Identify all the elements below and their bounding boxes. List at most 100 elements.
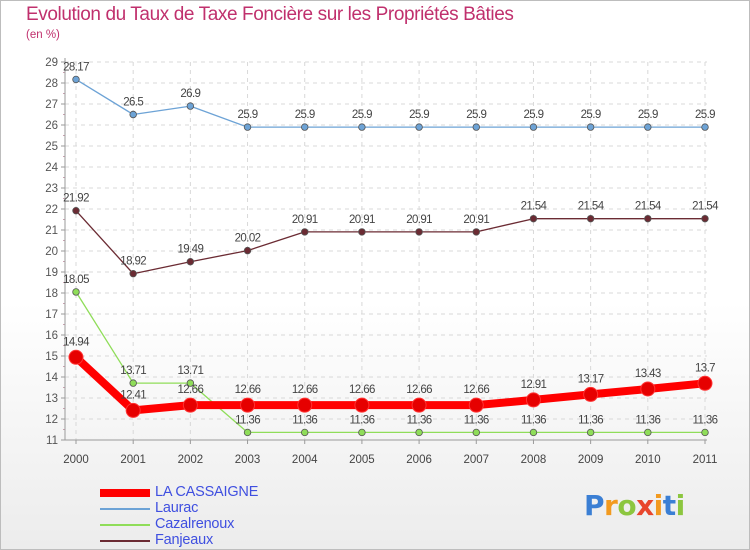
series-line-la-cassaigne <box>72 353 709 415</box>
data-point-la-cassaigne <box>297 397 313 413</box>
data-label-cazalrenoux: 11.36 <box>635 414 660 426</box>
y-tick-label: 22 <box>45 204 58 216</box>
data-point-laurac <box>644 123 652 131</box>
data-label-laurac: 25.9 <box>466 109 486 121</box>
legend-swatch-fanjeaux <box>100 540 150 542</box>
data-point-fanjeaux <box>644 214 652 223</box>
data-point-fanjeaux <box>358 228 366 236</box>
data-point-cazalrenoux <box>129 379 137 387</box>
legend-label-la-cassaigne: LA CASSAIGNE <box>155 484 259 500</box>
legend-label-laurac: Laurac <box>155 500 199 516</box>
data-point-laurac <box>243 123 252 131</box>
data-label-fanjeaux: 21.54 <box>521 201 548 213</box>
data-point-laurac <box>472 123 480 131</box>
data-label-la-cassaigne: 12.91 <box>521 379 547 391</box>
x-tick-label: 2006 <box>406 454 432 466</box>
data-label-cazalrenoux: 11.36 <box>693 414 718 426</box>
x-tick-label: 2000 <box>63 454 89 466</box>
y-tick-label: 18 <box>45 288 58 300</box>
y-tick-label: 24 <box>45 162 58 174</box>
data-point-laurac <box>701 123 709 131</box>
data-point-la-cassaigne <box>697 375 713 391</box>
data-point-la-cassaigne <box>240 397 256 413</box>
data-label-cazalrenoux: 11.36 <box>407 414 432 426</box>
data-label-fanjeaux: 21.54 <box>635 201 662 213</box>
data-label-laurac: 26.5 <box>123 97 143 109</box>
data-point-fanjeaux <box>301 228 309 236</box>
data-label-la-cassaigne: 12.66 <box>177 384 203 396</box>
data-label-cazalrenoux: 18.05 <box>63 274 89 286</box>
legend-label-cazalrenoux: Cazalrenoux <box>155 516 235 532</box>
series-line-laurac <box>75 78 706 128</box>
data-point-cazalrenoux <box>529 428 538 437</box>
data-point-fanjeaux <box>529 214 538 223</box>
logo-letter: x <box>636 489 654 522</box>
data-point-cazalrenoux <box>472 428 480 437</box>
y-tick-label: 29 <box>45 57 58 69</box>
x-tick-label: 2009 <box>578 454 604 466</box>
legend-swatch-cazalrenoux <box>100 524 150 526</box>
data-label-fanjeaux: 21.92 <box>63 193 89 205</box>
legend-label-fanjeaux: Fanjeaux <box>155 532 214 548</box>
data-point-cazalrenoux <box>701 428 709 437</box>
y-tick-label: 28 <box>45 78 58 90</box>
x-tick-label: 2002 <box>178 454 204 466</box>
data-point-la-cassaigne <box>68 349 84 365</box>
chart-subtitle: (en %) <box>26 29 60 41</box>
data-point-fanjeaux <box>415 228 423 236</box>
data-label-fanjeaux: 18.92 <box>120 256 146 268</box>
data-label-laurac: 25.9 <box>295 109 315 121</box>
logo-letter: i <box>675 489 686 522</box>
logo-letter: o <box>617 489 637 522</box>
data-point-fanjeaux <box>72 206 80 215</box>
x-tick-label: 2011 <box>693 454 718 466</box>
data-label-la-cassaigne: 14.94 <box>63 336 90 348</box>
data-point-laurac <box>586 123 595 131</box>
x-tick-label: 2007 <box>463 454 489 466</box>
series-points <box>68 75 713 437</box>
data-point-fanjeaux <box>243 246 252 255</box>
data-label-laurac: 28.17 <box>63 61 89 73</box>
logo-letter: t <box>662 489 676 522</box>
data-label-laurac: 25.9 <box>695 109 715 121</box>
data-point-laurac <box>529 123 538 131</box>
data-point-la-cassaigne <box>525 392 541 408</box>
x-tick-label: 2005 <box>349 454 375 466</box>
data-label-la-cassaigne: 13.17 <box>578 373 604 385</box>
data-point-cazalrenoux <box>358 428 366 437</box>
data-label-fanjeaux: 20.91 <box>406 214 432 226</box>
data-label-la-cassaigne: 12.66 <box>349 384 375 396</box>
data-label-cazalrenoux: 13.71 <box>120 365 146 377</box>
series-labels: 28.17 26.5 26.9 25.9 25.9 25.9 25.9 25.9 25.9 25.… <box>63 61 720 426</box>
data-label-la-cassaigne: 12.66 <box>235 384 261 396</box>
x-tick-label: 2001 <box>120 454 146 466</box>
data-label-laurac: 26.9 <box>180 88 200 100</box>
data-point-fanjeaux <box>472 228 480 236</box>
data-label-cazalrenoux: 11.36 <box>349 414 374 426</box>
x-tick-label: 2003 <box>235 454 261 466</box>
logo-letter: r <box>604 489 618 522</box>
data-label-fanjeaux: 20.91 <box>349 214 375 226</box>
data-point-cazalrenoux <box>644 428 652 437</box>
data-label-la-cassaigne: 12.66 <box>406 384 432 396</box>
y-tick-label: 11 <box>46 435 58 447</box>
data-label-fanjeaux: 19.49 <box>177 244 203 256</box>
y-tick-label: 16 <box>45 330 58 342</box>
series-line-fanjeaux <box>75 210 706 275</box>
data-point-la-cassaigne <box>640 381 656 397</box>
data-label-la-cassaigne: 12.66 <box>292 384 318 396</box>
data-point-fanjeaux <box>701 214 709 223</box>
x-tick-label: 2010 <box>635 454 661 466</box>
grid <box>65 61 707 441</box>
data-label-la-cassaigne: 12.41 <box>120 389 146 401</box>
data-point-laurac <box>186 102 195 110</box>
series-line-cazalrenoux <box>75 291 706 434</box>
data-label-cazalrenoux: 11.36 <box>292 414 317 426</box>
data-label-laurac: 25.9 <box>409 109 429 121</box>
data-point-la-cassaigne <box>125 402 141 418</box>
x-tick-label: 2008 <box>521 454 547 466</box>
data-point-cazalrenoux <box>301 428 309 437</box>
data-label-cazalrenoux: 11.36 <box>521 414 546 426</box>
